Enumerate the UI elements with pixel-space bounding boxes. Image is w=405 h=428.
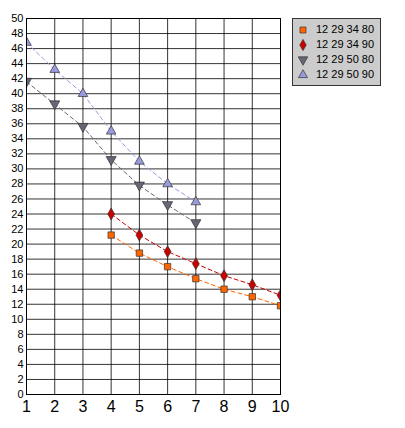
svg-text:14: 14	[11, 283, 23, 295]
svg-text:8: 8	[220, 398, 229, 415]
svg-text:46: 46	[11, 42, 23, 54]
svg-text:4: 4	[107, 398, 116, 415]
svg-text:6: 6	[17, 343, 23, 355]
svg-text:12: 12	[11, 298, 23, 310]
svg-text:5: 5	[135, 398, 144, 415]
svg-text:6: 6	[163, 398, 172, 415]
svg-text:32: 32	[11, 147, 23, 159]
svg-text:38: 38	[11, 102, 23, 114]
svg-text:2: 2	[50, 398, 59, 415]
svg-text:2: 2	[17, 373, 23, 385]
svg-text:9: 9	[248, 398, 257, 415]
svg-text:50: 50	[11, 12, 23, 24]
svg-text:4: 4	[17, 358, 23, 370]
svg-text:8: 8	[17, 328, 23, 340]
html-text:12 29 50 80: 12 29 50 80	[316, 53, 375, 65]
svg-text:1: 1	[22, 398, 31, 415]
svg-text:36: 36	[11, 117, 23, 129]
html-text:12 29 34 90: 12 29 34 90	[316, 38, 375, 50]
svg-text:42: 42	[11, 72, 23, 84]
svg-text:0: 0	[17, 388, 23, 400]
svg-text:34: 34	[11, 132, 23, 144]
svg-text:20: 20	[11, 238, 23, 250]
svg-text:24: 24	[11, 208, 23, 220]
svg-text:28: 28	[11, 177, 23, 189]
svg-text:7: 7	[191, 398, 200, 415]
svg-text:30: 30	[11, 162, 23, 174]
svg-text:22: 22	[11, 223, 23, 235]
svg-text:40: 40	[11, 87, 23, 99]
svg-text:10: 10	[11, 313, 23, 325]
html-text:12 29 34 80: 12 29 34 80	[316, 23, 375, 35]
svg-text:3: 3	[78, 398, 87, 415]
svg-text:26: 26	[11, 193, 23, 205]
svg-text:18: 18	[11, 253, 23, 265]
html-text:12 29 50 90: 12 29 50 90	[316, 68, 375, 80]
svg-text:48: 48	[11, 27, 23, 39]
svg-text:16: 16	[11, 268, 23, 280]
svg-text:10: 10	[272, 398, 290, 415]
svg-text:44: 44	[11, 57, 23, 69]
